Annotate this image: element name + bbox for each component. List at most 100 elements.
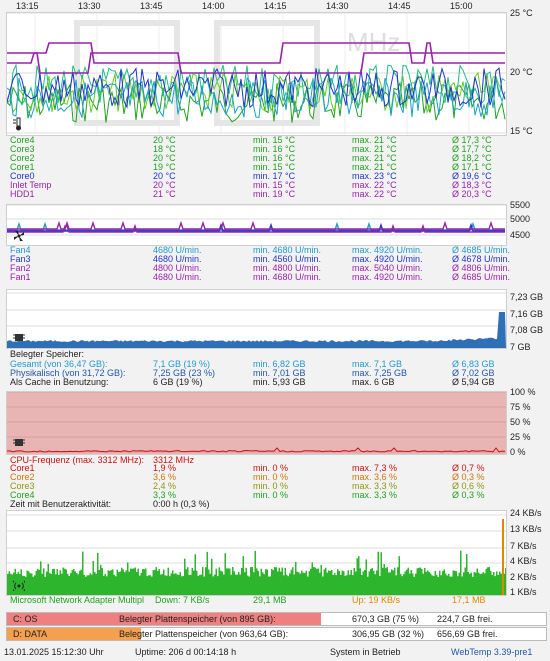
network-down-bar (434, 570, 436, 595)
network-down-bar (340, 574, 342, 595)
network-down-bar (70, 573, 72, 595)
temperature-series-line (7, 42, 505, 64)
network-down-bar (107, 570, 109, 595)
network-down-bar (91, 574, 93, 595)
y-tick-label: 7,08 GB (510, 325, 544, 335)
network-down-bar (205, 567, 207, 595)
network-down-bar (131, 568, 133, 595)
network-down-bar (223, 574, 225, 595)
network-down-bar (130, 568, 132, 595)
network-down-bar (281, 567, 283, 595)
version-link[interactable]: WebTemp 3.39-pre1 (451, 647, 533, 657)
network-down-bar (286, 574, 288, 595)
network-down-bar (320, 564, 322, 595)
legend-avg: Ø 20,3 °C (452, 189, 492, 199)
legend-name: Fan4 (10, 245, 31, 255)
network-down-bar (170, 573, 172, 595)
legend-min: min. 4800 U/min. (253, 263, 322, 273)
network-down-bar (263, 574, 265, 595)
network-down-bar (373, 570, 375, 595)
network-down-bar (221, 571, 223, 595)
network-down-bar (473, 572, 475, 595)
fan-icon (13, 230, 24, 241)
fan-series-line (7, 220, 505, 230)
network-down-bar (202, 567, 204, 595)
network-down-bar (284, 567, 286, 595)
network-down-bar (482, 572, 484, 595)
network-down-bar (437, 576, 439, 595)
y-tick-label: 24 KB/s (510, 508, 542, 518)
legend-cur: 6 GB (19 %) (153, 377, 203, 387)
network-down-bar (67, 573, 69, 595)
legend-row: Als Cache in Benutzung: 6 GB (19 %) min. 5… (10, 378, 545, 387)
network-down-bar (487, 567, 489, 595)
legend-cur: 19 °C (153, 162, 176, 172)
network-down-bar (301, 570, 303, 595)
network-antenna-icon (13, 579, 25, 591)
network-down-bar (190, 574, 192, 595)
disk-label: C: OS (13, 614, 38, 624)
network-down-bar (283, 575, 285, 595)
network-down-bar (76, 573, 78, 595)
status-bar: 13.01.2025 15:12:30 Uhr Uptime: 206 d 00… (0, 647, 550, 661)
network-down-bar (448, 573, 450, 595)
network-down-bar (494, 576, 496, 595)
network-down-bar (394, 567, 396, 595)
network-down-bar (233, 571, 235, 595)
network-down-bar (407, 567, 409, 595)
network-down-bar (484, 573, 486, 595)
legend-cur: 7,1 GB (19 %) (153, 359, 211, 369)
network-down-bar (146, 576, 148, 595)
network-down-bar (238, 571, 240, 595)
network-chart (6, 510, 507, 596)
network-down-bar (143, 569, 145, 595)
network-down-bar (160, 574, 162, 595)
status-uptime: Uptime: 206 d 00:14:18 h (135, 647, 237, 657)
network-down-bar (212, 576, 214, 595)
network-down-bar (364, 570, 366, 595)
network-down-bar (376, 570, 378, 595)
network-down-bar (83, 574, 85, 595)
legend-name: Core4 (10, 490, 35, 500)
network-down-bar (326, 572, 328, 595)
network-down-bar (398, 556, 400, 595)
legend-max: max. 3,3 % (352, 490, 398, 500)
network-down-bar (299, 573, 301, 595)
y-tick-label: 20 °C (510, 67, 533, 77)
network-down-bar (400, 573, 402, 595)
network-down-bar (44, 576, 46, 595)
network-down-bar (137, 568, 139, 595)
y-tick-label: 50 % (510, 417, 531, 427)
legend-max: max. 4920 U/min. (352, 272, 423, 282)
network-down-bar (505, 568, 506, 595)
network-down-bar (490, 570, 492, 595)
network-down-bar (236, 574, 238, 595)
network-down-bar (488, 567, 490, 595)
network-down-bar (359, 568, 361, 595)
network-down-bar (127, 562, 129, 595)
network-down-bar (104, 573, 106, 595)
network-down-bar (431, 575, 433, 595)
network-down-bar (266, 569, 268, 595)
network-down-bar (413, 576, 415, 595)
legend-min: min. 16 °C (253, 153, 296, 163)
network-down-bar (167, 567, 169, 595)
legend-min: min. 6,82 GB (253, 359, 306, 369)
network-down-bar (50, 573, 52, 595)
disk-fill (7, 613, 321, 625)
network-down-bar (245, 567, 247, 595)
network-down-bar (106, 576, 108, 595)
network-down-bar (446, 575, 448, 595)
network-down-bar (386, 567, 388, 595)
network-down-bar (361, 574, 363, 595)
network-down-bar (295, 561, 297, 595)
network-down-bar (479, 574, 481, 595)
legend-name: Core1 (10, 162, 35, 172)
legend-cur: 21 °C (153, 189, 176, 199)
network-down-bar (265, 569, 267, 595)
network-down-bar (331, 569, 333, 595)
legend-cur: 2,4 % (153, 481, 177, 491)
network-down-bar (217, 576, 219, 595)
network-down-bar (56, 569, 58, 595)
legend-avg: Ø 19,6 °C (452, 171, 492, 181)
